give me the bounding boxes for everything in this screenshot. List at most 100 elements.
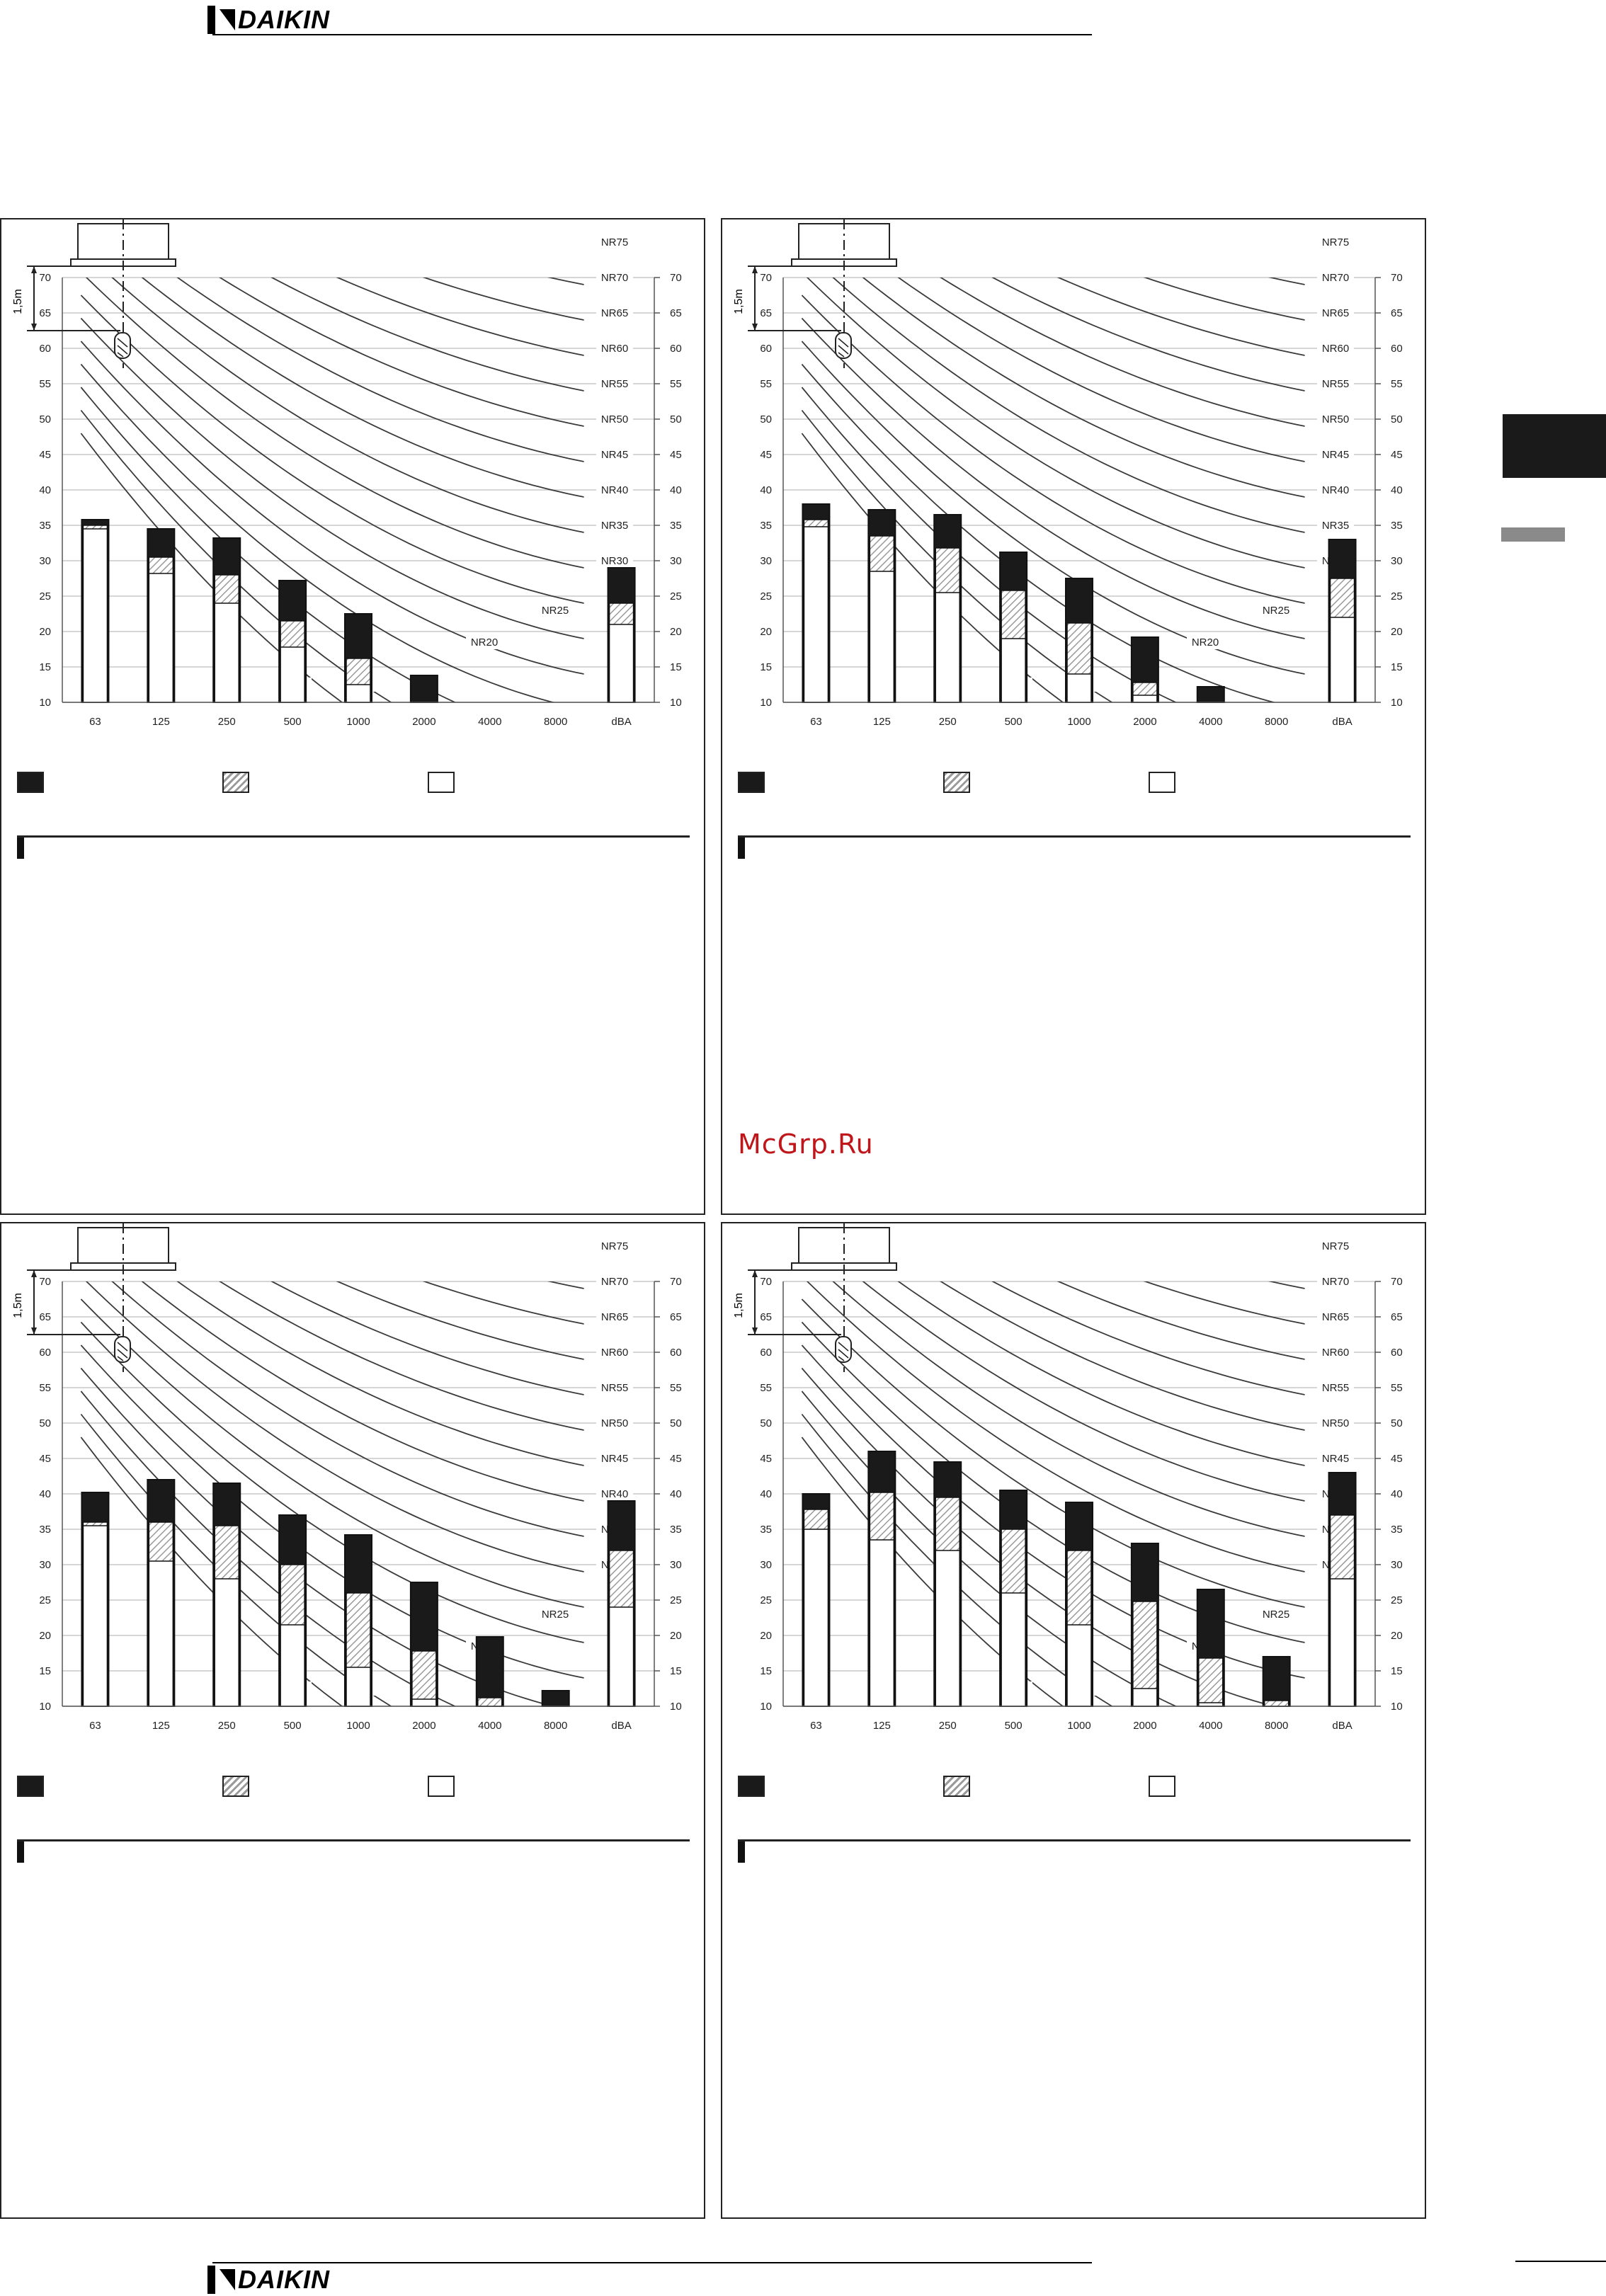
nr-label-bg <box>537 1607 574 1621</box>
nr-curve-label: NR50 <box>1322 1417 1349 1429</box>
bar-low <box>280 1624 305 1707</box>
y-tick-label-right: 60 <box>670 343 682 355</box>
y-tick-label-right: 20 <box>1391 626 1403 638</box>
header-brand: DAIKIN <box>207 5 330 34</box>
x-tick-label: dBA <box>611 716 631 728</box>
chart-panel-3: 70 70 65 65 60 60 55 55 50 50 45 45 40 40 35 35 30 30 25 25… <box>0 1222 705 2219</box>
bar-low <box>411 1698 437 1707</box>
nr-curve <box>832 278 1305 533</box>
nr-curve-label: NR45 <box>1322 1453 1349 1465</box>
y-tick-label-left: 50 <box>39 413 51 425</box>
x-tick-label: 8000 <box>1265 716 1288 728</box>
y-tick-label-right: 25 <box>1391 590 1403 602</box>
y-tick-label-right: 55 <box>670 378 682 390</box>
y-tick-label-right: 50 <box>1391 1417 1403 1429</box>
nr-label-bg <box>1317 447 1354 462</box>
bar-medium <box>477 1697 503 1707</box>
nr-curve-label: NR45 <box>601 449 628 461</box>
nr-curve-label: NR25 <box>542 1609 569 1621</box>
x-tick-label: 125 <box>152 716 170 728</box>
y-tick-label-right: 25 <box>670 590 682 602</box>
bar-low <box>346 684 371 703</box>
bar-high <box>409 675 438 703</box>
nr-curve <box>80 341 584 675</box>
nr-curve <box>85 1281 584 1572</box>
nr-label-bg <box>596 1451 633 1466</box>
legend-swatch-medium <box>943 772 970 793</box>
y-tick-label-left: 30 <box>760 555 772 567</box>
nr-label-bg <box>596 518 633 532</box>
nr-chart-2: 70 70 65 65 60 60 55 55 50 50 45 45 40 40 35 35 30 30 25 25… <box>760 235 1403 728</box>
nr-curve-label: NR55 <box>1322 1382 1349 1394</box>
y-tick-label-right: 40 <box>670 1488 682 1500</box>
y-tick-label-left: 25 <box>760 1594 772 1606</box>
y-tick-label-left: 35 <box>39 520 51 532</box>
bar-medium <box>1198 1657 1224 1707</box>
y-tick-label-left: 20 <box>760 1630 772 1642</box>
x-tick-label: 1000 <box>346 1720 370 1732</box>
bar-low <box>214 602 239 703</box>
legend-swatch-medium <box>222 1776 249 1797</box>
brand-bar <box>207 6 215 34</box>
x-tick-label: 125 <box>152 1720 170 1732</box>
nr-curve-label: NR20 <box>1192 636 1219 649</box>
measurement-diagram: 1,5m <box>12 1223 176 1372</box>
nr-curve-label: NR75 <box>601 1240 628 1252</box>
nr-label-bg <box>1317 518 1354 532</box>
measurement-diagram: 1,5m <box>733 1223 897 1372</box>
legend-swatch-low <box>1149 772 1175 793</box>
nr-label-bg <box>1317 1274 1354 1289</box>
bar-high <box>1196 686 1225 703</box>
nr-curve-label: NR70 <box>1322 1276 1349 1288</box>
bar-low <box>1132 1688 1158 1707</box>
bar-low <box>1132 695 1158 703</box>
nr-label-bg <box>1317 1310 1354 1324</box>
nr-curve-label: NR65 <box>601 1311 628 1323</box>
nr-curve <box>801 341 1305 675</box>
nr-curve-label: NR65 <box>601 307 628 319</box>
y-tick-label-left: 25 <box>39 590 51 602</box>
y-tick-label-left: 25 <box>760 590 772 602</box>
nr-curve-label: NR50 <box>1322 413 1349 425</box>
page-number-rule <box>1515 2261 1606 2262</box>
y-tick-label-left: 45 <box>760 1453 772 1465</box>
nr-label-bg <box>1317 1451 1354 1466</box>
nr-curve <box>862 1281 1305 1502</box>
nr-label-bg <box>1317 1416 1354 1430</box>
legend-swatch-low <box>428 772 455 793</box>
y-tick-label-right: 70 <box>670 272 682 284</box>
y-tick-label-right: 30 <box>670 555 682 567</box>
y-tick-label-right: 35 <box>670 520 682 532</box>
y-tick-label-left: 35 <box>39 1524 51 1536</box>
nr-curve <box>270 1281 584 1395</box>
nr-curve-label: NR60 <box>601 1347 628 1359</box>
nr-label-bg <box>596 483 633 497</box>
nr-curve <box>336 1281 584 1360</box>
nr-chart-1: 70 70 65 65 60 60 55 55 50 50 45 45 40 40 35 35 30 30 25 25… <box>39 235 682 728</box>
y-tick-label-left: 60 <box>760 343 772 355</box>
bar-low <box>1329 617 1355 703</box>
y-tick-label-left: 65 <box>39 1311 51 1323</box>
x-tick-label: 2000 <box>1133 716 1156 728</box>
y-tick-label-left: 45 <box>39 1453 51 1465</box>
y-tick-label-right: 55 <box>1391 378 1403 390</box>
legend-swatch-high <box>738 1776 765 1797</box>
nr-label-bg <box>596 1345 633 1359</box>
y-tick-label-right: 55 <box>1391 1382 1403 1394</box>
nr-curve <box>862 278 1305 498</box>
y-tick-label-left: 40 <box>39 484 51 496</box>
y-tick-label-right: 70 <box>1391 272 1403 284</box>
nr-curve-label: NR70 <box>601 1276 628 1288</box>
nr-curve <box>940 278 1305 427</box>
y-tick-label-left: 65 <box>760 307 772 319</box>
y-tick-label-left: 70 <box>760 1276 772 1288</box>
nr-curve <box>85 278 584 569</box>
nr-curve-label: NR25 <box>542 605 569 617</box>
y-tick-label-left: 70 <box>760 272 772 284</box>
legend-swatch-low <box>1149 1776 1175 1797</box>
nr-curve <box>1143 278 1305 321</box>
y-tick-label-left: 45 <box>39 449 51 461</box>
y-tick-label-left: 10 <box>760 1701 772 1713</box>
nr-curve-label: NR70 <box>1322 272 1349 284</box>
y-tick-label-right: 15 <box>1391 1665 1403 1677</box>
